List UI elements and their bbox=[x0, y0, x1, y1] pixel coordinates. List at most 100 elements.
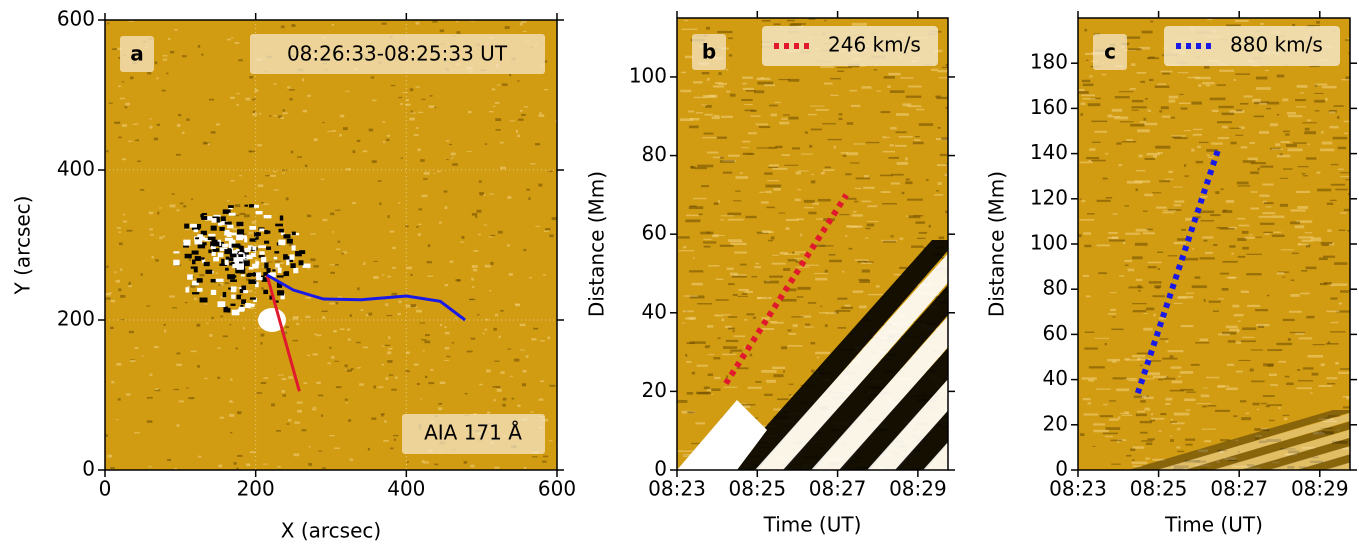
image-texture bbox=[176, 209, 180, 212]
image-texture bbox=[1169, 435, 1173, 437]
image-texture bbox=[473, 250, 479, 252]
image-texture bbox=[110, 299, 116, 303]
image-texture bbox=[215, 272, 219, 274]
image-blob bbox=[258, 255, 265, 258]
image-texture bbox=[1332, 283, 1348, 286]
image-blob bbox=[239, 268, 246, 274]
image-texture bbox=[327, 130, 331, 133]
image-texture bbox=[479, 383, 483, 386]
image-texture bbox=[738, 288, 749, 292]
image-blob bbox=[302, 263, 311, 268]
image-blob bbox=[252, 263, 259, 269]
image-texture bbox=[517, 80, 520, 82]
image-texture bbox=[1140, 80, 1145, 83]
image-texture bbox=[282, 394, 287, 397]
image-texture bbox=[1228, 459, 1238, 462]
image-texture bbox=[1121, 414, 1133, 416]
image-blob bbox=[255, 272, 262, 277]
image-texture bbox=[234, 41, 240, 44]
image-texture bbox=[1288, 114, 1303, 118]
image-blob bbox=[222, 209, 231, 214]
image-texture bbox=[288, 419, 292, 422]
image-texture bbox=[714, 82, 723, 85]
image-texture bbox=[128, 20, 135, 22]
image-texture bbox=[274, 260, 281, 263]
image-texture bbox=[760, 201, 769, 204]
image-texture bbox=[327, 362, 332, 365]
image-texture bbox=[1208, 300, 1221, 303]
image-blob bbox=[222, 291, 227, 298]
image-texture bbox=[1346, 396, 1350, 400]
image-texture bbox=[162, 55, 168, 57]
image-texture bbox=[363, 262, 366, 265]
image-texture bbox=[535, 225, 541, 227]
image-texture bbox=[335, 301, 339, 305]
image-blob bbox=[193, 266, 198, 273]
image-texture bbox=[502, 403, 506, 407]
image-texture bbox=[176, 424, 180, 427]
image-texture bbox=[1088, 103, 1101, 107]
image-texture bbox=[908, 215, 921, 219]
image-blob bbox=[236, 266, 244, 270]
image-texture bbox=[1330, 183, 1346, 186]
image-texture bbox=[184, 301, 188, 304]
image-texture bbox=[1268, 373, 1277, 377]
image-texture bbox=[846, 122, 854, 125]
image-blob bbox=[255, 211, 263, 215]
y-tick-label: 600 bbox=[57, 7, 95, 31]
image-texture bbox=[336, 248, 341, 250]
image-blob bbox=[256, 277, 263, 281]
image-texture bbox=[1267, 364, 1274, 367]
image-texture bbox=[1329, 125, 1339, 129]
image-texture bbox=[1332, 136, 1348, 140]
image-texture bbox=[1141, 440, 1153, 442]
image-texture bbox=[1084, 244, 1092, 248]
image-texture bbox=[1266, 404, 1283, 406]
image-texture bbox=[224, 282, 230, 285]
image-texture bbox=[1147, 109, 1151, 112]
image-texture bbox=[237, 454, 243, 457]
y-tick-label: 80 bbox=[1043, 276, 1068, 300]
image-texture bbox=[456, 31, 461, 34]
y-axis-label: Y (arcsec) bbox=[11, 196, 35, 296]
image-texture bbox=[1222, 260, 1238, 263]
image-texture bbox=[1173, 412, 1190, 416]
image-texture bbox=[542, 418, 549, 422]
image-texture bbox=[292, 339, 299, 342]
image-blob bbox=[229, 232, 237, 236]
image-texture bbox=[1185, 292, 1195, 294]
image-texture bbox=[306, 214, 312, 218]
image-texture bbox=[247, 290, 253, 293]
image-blob bbox=[293, 267, 299, 274]
image-texture bbox=[249, 150, 256, 153]
image-texture bbox=[1336, 116, 1340, 119]
image-blob bbox=[238, 253, 244, 258]
image-texture bbox=[743, 405, 751, 408]
image-texture bbox=[370, 76, 375, 79]
y-tick-label: 140 bbox=[1030, 140, 1068, 164]
image-texture bbox=[489, 290, 492, 292]
image-texture bbox=[757, 81, 774, 85]
image-texture bbox=[803, 207, 814, 209]
image-texture bbox=[116, 362, 122, 366]
x-tick-label: 08:29 bbox=[1291, 477, 1349, 501]
image-blob bbox=[185, 224, 190, 229]
image-blob bbox=[266, 246, 272, 250]
image-texture bbox=[755, 262, 759, 265]
image-texture bbox=[769, 275, 784, 278]
image-texture bbox=[728, 316, 738, 318]
image-texture bbox=[717, 337, 721, 340]
image-texture bbox=[681, 71, 687, 74]
image-texture bbox=[1107, 358, 1121, 362]
image-texture bbox=[437, 407, 443, 411]
image-texture bbox=[1258, 440, 1267, 444]
image-texture bbox=[1081, 79, 1091, 83]
image-texture bbox=[1272, 462, 1280, 464]
image-texture bbox=[260, 382, 267, 384]
plot-area bbox=[1078, 18, 1350, 470]
image-band bbox=[1184, 421, 1350, 470]
image-texture bbox=[252, 113, 258, 116]
image-texture bbox=[1338, 302, 1343, 305]
image-blob bbox=[224, 259, 229, 265]
image-texture bbox=[406, 98, 409, 102]
